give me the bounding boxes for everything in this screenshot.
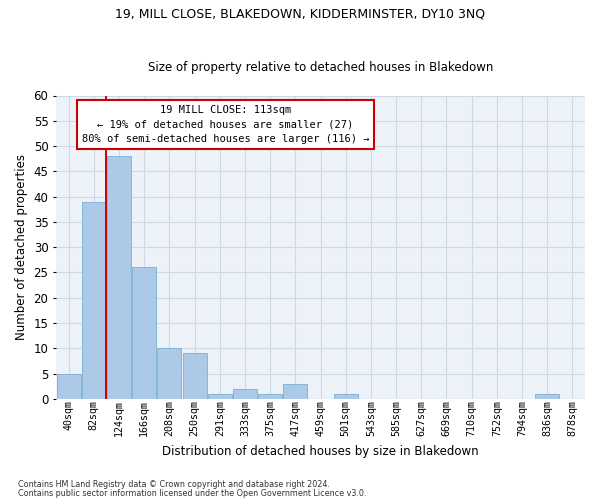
Bar [283, 384, 307, 399]
Bar [233, 388, 257, 399]
Text: 19 MILL CLOSE: 113sqm
← 19% of detached houses are smaller (27)
80% of semi-deta: 19 MILL CLOSE: 113sqm ← 19% of detached … [82, 104, 369, 144]
Y-axis label: Number of detached properties: Number of detached properties [15, 154, 28, 340]
Title: Size of property relative to detached houses in Blakedown: Size of property relative to detached ho… [148, 60, 493, 74]
Bar [82, 202, 106, 399]
Bar [56, 374, 80, 399]
Bar [132, 268, 156, 399]
Bar [182, 354, 206, 399]
Text: Contains public sector information licensed under the Open Government Licence v3: Contains public sector information licen… [18, 489, 367, 498]
Text: 19, MILL CLOSE, BLAKEDOWN, KIDDERMINSTER, DY10 3NQ: 19, MILL CLOSE, BLAKEDOWN, KIDDERMINSTER… [115, 8, 485, 20]
Bar [334, 394, 358, 399]
Bar [107, 156, 131, 399]
Bar [535, 394, 559, 399]
Text: Contains HM Land Registry data © Crown copyright and database right 2024.: Contains HM Land Registry data © Crown c… [18, 480, 330, 489]
Bar [208, 394, 232, 399]
Bar [157, 348, 181, 399]
Bar [258, 394, 282, 399]
X-axis label: Distribution of detached houses by size in Blakedown: Distribution of detached houses by size … [162, 444, 479, 458]
